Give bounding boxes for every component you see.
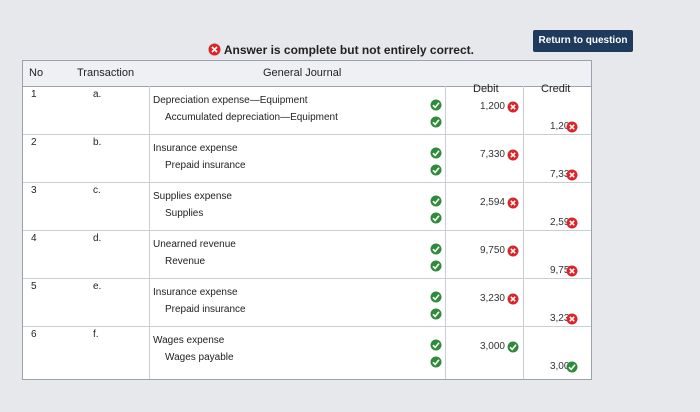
account-status-icon xyxy=(430,339,442,351)
column-header: Transaction xyxy=(77,67,135,79)
account-status-icon xyxy=(430,291,442,303)
debit-status-icon xyxy=(507,149,519,161)
debit-status-icon xyxy=(507,197,519,209)
credit-status-icon xyxy=(566,361,578,373)
credit-amount[interactable]: 7,330 xyxy=(549,169,575,180)
row-divider xyxy=(23,278,591,279)
debit-amount[interactable]: 9,750 xyxy=(479,245,505,256)
debit-status-icon xyxy=(507,293,519,305)
debit-amount[interactable]: 1,200 xyxy=(479,101,505,112)
debit-status-icon xyxy=(507,341,519,353)
debit-account[interactable]: Insurance expense xyxy=(153,143,238,154)
row-divider xyxy=(23,134,591,135)
debit-amount[interactable]: 3,000 xyxy=(479,341,505,352)
account-status-icon xyxy=(430,212,442,224)
credit-status-icon xyxy=(566,313,578,325)
column-divider xyxy=(445,86,446,379)
account-status-icon xyxy=(430,243,442,255)
credit-amount[interactable]: 3,230 xyxy=(549,313,575,324)
credit-amount[interactable]: 1,200 xyxy=(549,121,575,132)
account-status-icon xyxy=(430,147,442,159)
credit-amount[interactable]: 2,594 xyxy=(549,217,575,228)
debit-status-icon xyxy=(507,245,519,257)
credit-status-icon xyxy=(566,169,578,181)
credit-account[interactable]: Accumulated depreciation—Equipment xyxy=(165,112,338,123)
account-status-icon xyxy=(430,99,442,111)
row-number: 5 xyxy=(31,281,37,292)
credit-account[interactable]: Revenue xyxy=(165,256,206,267)
debit-amount[interactable]: 3,230 xyxy=(479,293,505,304)
row-divider xyxy=(23,326,591,327)
credit-account[interactable]: Supplies xyxy=(165,208,204,219)
transaction-letter: e. xyxy=(93,281,102,292)
row-divider xyxy=(23,182,591,183)
transaction-letter: c. xyxy=(93,185,101,196)
transaction-letter: f. xyxy=(93,329,99,340)
debit-status-icon xyxy=(507,101,519,113)
debit-amount[interactable]: 7,330 xyxy=(479,149,505,160)
table-header: No Transaction General Journal Debit Credit xyxy=(23,61,591,95)
transaction-letter: d. xyxy=(93,233,102,244)
credit-account[interactable]: Prepaid insurance xyxy=(165,304,246,315)
row-number: 4 xyxy=(31,233,37,244)
row-number: 6 xyxy=(31,329,37,340)
account-status-icon xyxy=(430,195,442,207)
row-number: 2 xyxy=(31,137,37,148)
credit-status-icon xyxy=(566,265,578,277)
error-icon xyxy=(208,43,221,56)
transaction-letter: a. xyxy=(93,89,102,100)
debit-account[interactable]: Wages expense xyxy=(153,335,225,346)
row-number: 1 xyxy=(31,89,37,100)
credit-amount[interactable]: 9,750 xyxy=(549,265,575,276)
column-header: General Journal xyxy=(263,67,342,79)
credit-account[interactable]: Prepaid insurance xyxy=(165,160,246,171)
row-divider xyxy=(23,230,591,231)
debit-account[interactable]: Insurance expense xyxy=(153,287,238,298)
credit-account[interactable]: Wages payable xyxy=(165,352,234,363)
return-button[interactable]: Return to question xyxy=(533,30,633,52)
credit-amount[interactable]: 3,000 xyxy=(549,361,575,372)
account-status-icon xyxy=(430,356,442,368)
column-divider xyxy=(523,86,524,379)
column-header: Debit xyxy=(473,83,499,95)
column-header: No xyxy=(29,67,44,79)
journal-table: No Transaction General Journal Debit Credit … xyxy=(22,60,592,380)
debit-account[interactable]: Unearned revenue xyxy=(153,239,236,250)
account-status-icon xyxy=(430,116,442,128)
debit-account[interactable]: Supplies expense xyxy=(153,191,232,202)
account-status-icon xyxy=(430,308,442,320)
banner-text: Answer is complete but not entirely corr… xyxy=(223,43,474,57)
account-status-icon xyxy=(430,164,442,176)
row-number: 3 xyxy=(31,185,37,196)
credit-status-icon xyxy=(566,121,578,133)
debit-account[interactable]: Depreciation expense—Equipment xyxy=(153,95,308,106)
transaction-letter: b. xyxy=(93,137,102,148)
account-status-icon xyxy=(430,260,442,272)
banner: Answer is complete but not entirely corr… xyxy=(208,43,474,57)
debit-amount[interactable]: 2,594 xyxy=(479,197,505,208)
column-header: Credit xyxy=(541,83,571,95)
column-divider xyxy=(149,86,150,379)
credit-status-icon xyxy=(566,217,578,229)
